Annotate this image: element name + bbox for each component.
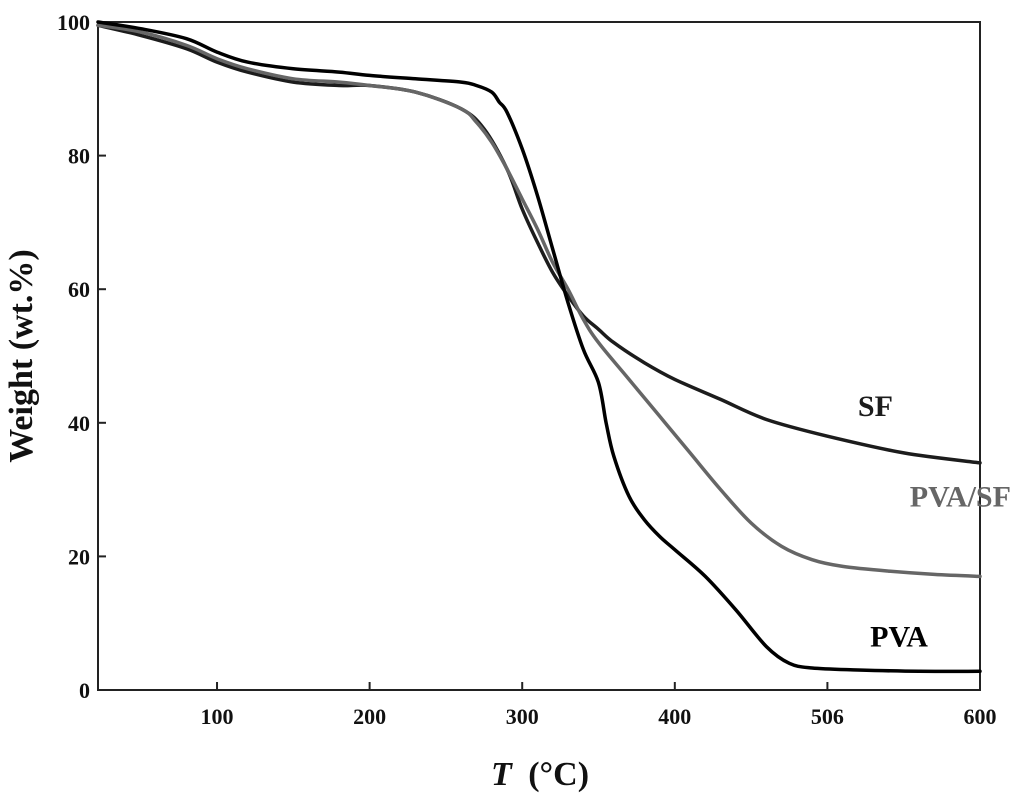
x-tick-label: 100 (201, 704, 234, 729)
series-line-pva (96, 20, 982, 674)
plot-frame (97, 21, 981, 691)
y-tick-label: 0 (79, 678, 90, 703)
x-tick-label: 506 (811, 704, 844, 729)
series-label: SF (858, 390, 893, 423)
y-tick-label: 60 (68, 277, 90, 302)
y-tick-label: 100 (57, 10, 90, 35)
y-tick-label: 80 (68, 144, 90, 169)
axis-ticks: 100 200 300 400 506 600 0 20 40 60 80 100 (57, 10, 997, 729)
x-axis-title: T (°C) (491, 756, 589, 793)
series-line-pva-sf-50-50 (96, 23, 982, 579)
series-label: PVA/SF(50:50) (910, 480, 1011, 513)
series-labels: SF PVA/SF(50:50) PVA (858, 390, 1011, 653)
x-tick-label: 300 (506, 704, 539, 729)
x-tick-label: 600 (964, 704, 997, 729)
x-tick-label: 400 (658, 704, 691, 729)
series-lines (96, 20, 982, 674)
y-tick-label: 40 (68, 411, 90, 436)
x-tick-label: 200 (353, 704, 386, 729)
y-axis-title: Weight (wt.%) (3, 249, 40, 462)
x-axis-unit: (°C) (528, 756, 589, 793)
series-label: PVA (870, 621, 928, 654)
y-tick-label: 20 (68, 544, 90, 569)
x-axis-symbol: T (491, 756, 513, 793)
series-line-sf (96, 23, 982, 465)
